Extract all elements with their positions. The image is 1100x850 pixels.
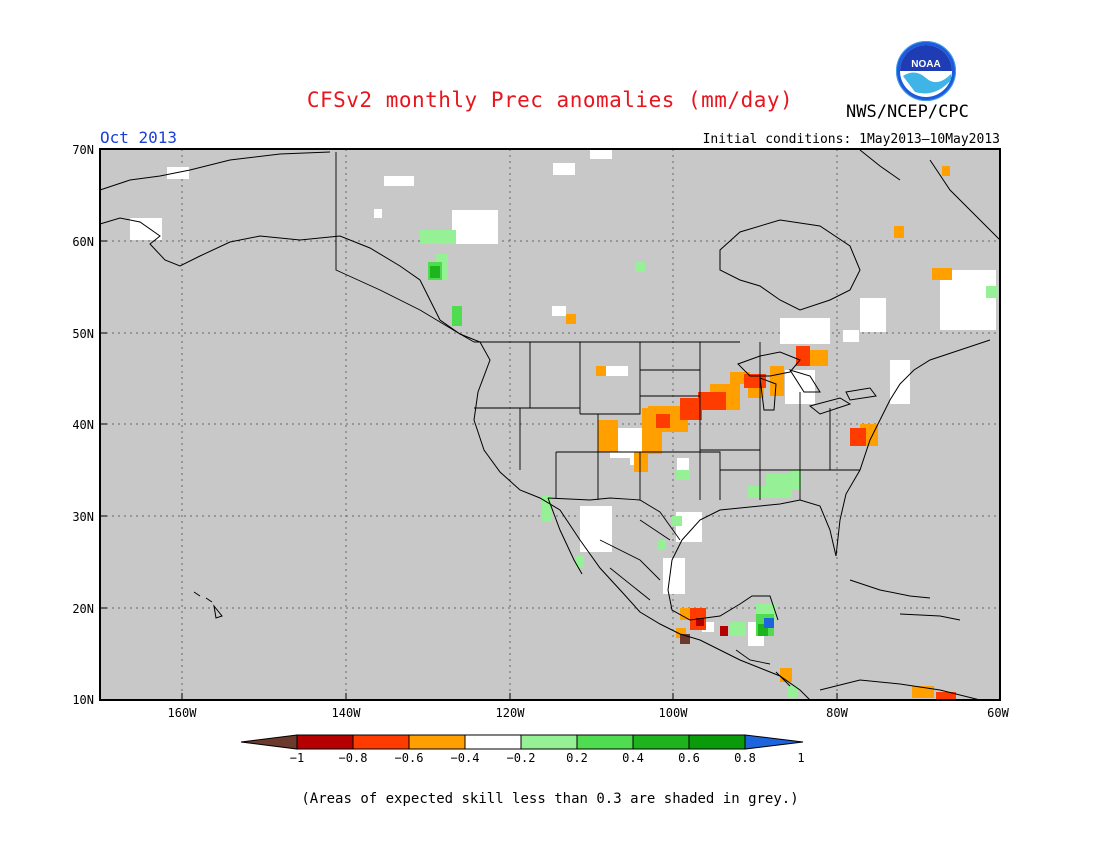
lon-label: 140W — [332, 706, 362, 720]
lat-label: 70N — [72, 143, 94, 157]
colorbar-tick: 0.4 — [622, 751, 644, 765]
colorbar-tick: −1 — [290, 751, 304, 765]
lon-label: 160W — [168, 706, 198, 720]
noaa-logo-text: NOAA — [911, 59, 940, 70]
lat-label: 50N — [72, 327, 94, 341]
latitude-labels: 70N 60N 50N 40N 30N 20N 10N — [72, 143, 94, 707]
colorbar-cell — [688, 734, 746, 750]
colorbar-arrow-right — [744, 734, 804, 750]
valid-month-label: Oct 2013 — [100, 128, 178, 147]
agency-label: NWS/NCEP/CPC — [846, 102, 969, 122]
colorbar-tick: −0.4 — [451, 751, 480, 765]
colorbar-tick: 0.8 — [734, 751, 756, 765]
lat-label: 40N — [72, 418, 94, 432]
skill-footnote: (Areas of expected skill less than 0.3 a… — [301, 791, 799, 807]
colorbar-cell — [464, 734, 522, 750]
colorbar-cell — [632, 734, 690, 750]
lat-label: 30N — [72, 510, 94, 524]
lat-label: 10N — [72, 693, 94, 707]
colorbar-cell — [296, 734, 354, 750]
axis-ticks — [100, 148, 838, 700]
colorbar-cell — [576, 734, 634, 750]
colorbar-cell — [408, 734, 466, 750]
lon-label: 60W — [987, 706, 1009, 720]
lon-label: 100W — [659, 706, 689, 720]
lat-label: 60N — [72, 235, 94, 249]
colorbar-tick: −0.2 — [507, 751, 536, 765]
lon-label: 120W — [496, 706, 526, 720]
colorbar-tick: −0.8 — [339, 751, 368, 765]
coastlines — [99, 149, 1001, 701]
longitude-labels: 160W 140W 120W 100W 80W 60W — [168, 706, 1010, 720]
colorbar-tick: 1 — [797, 751, 804, 765]
colorbar-arrow-left — [240, 734, 298, 750]
initial-conditions-label: Initial conditions: 1May2013–10May2013 — [702, 132, 1000, 147]
chart-title: CFSv2 monthly Prec anomalies (mm/day) — [306, 88, 794, 112]
political-borders — [335, 152, 860, 687]
colorbar-tick: −0.6 — [395, 751, 424, 765]
colorbar-tick: 0.2 — [566, 751, 588, 765]
colorbar-cell — [520, 734, 578, 750]
noaa-logo: NOAA — [896, 41, 956, 101]
colorbar-tick: 0.6 — [678, 751, 700, 765]
lat-label: 20N — [72, 602, 94, 616]
lon-label: 80W — [826, 706, 848, 720]
colorbar-cell — [352, 734, 410, 750]
